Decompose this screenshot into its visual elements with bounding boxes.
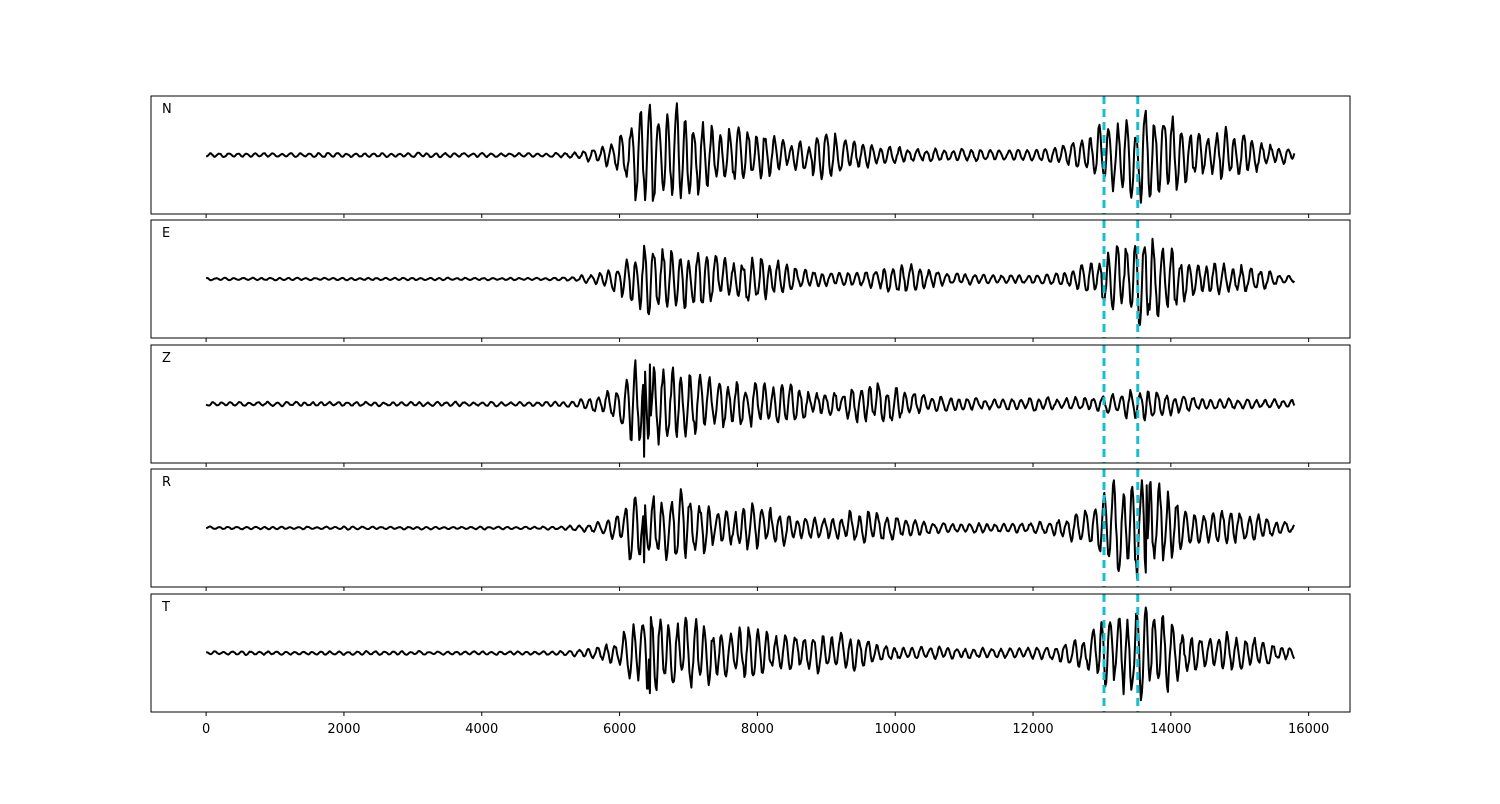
trace-r bbox=[205, 479, 1296, 580]
x-tick-label: 14000 bbox=[1150, 722, 1191, 737]
x-tick-label: 2000 bbox=[327, 722, 360, 737]
x-tick-label: 16000 bbox=[1288, 722, 1329, 737]
channel-label: Z bbox=[162, 351, 171, 366]
x-tick-label: 10000 bbox=[875, 722, 916, 737]
panel-frame bbox=[150, 344, 1351, 464]
trace-n bbox=[206, 102, 1296, 204]
x-tick-label: 12000 bbox=[1012, 722, 1053, 737]
x-tick-label: 4000 bbox=[465, 722, 498, 737]
x-tick-label: 0 bbox=[202, 722, 210, 737]
channel-label: R bbox=[162, 475, 171, 490]
trace-e bbox=[205, 237, 1296, 327]
panel-frame bbox=[150, 95, 1351, 215]
trace-t bbox=[205, 606, 1296, 702]
panel-frame bbox=[150, 593, 1351, 713]
panel-frame bbox=[150, 219, 1351, 339]
x-tick-label: 6000 bbox=[603, 722, 636, 737]
panel-frame bbox=[150, 468, 1351, 588]
trace-z bbox=[205, 359, 1296, 458]
x-tick-label: 8000 bbox=[741, 722, 774, 737]
channel-label: E bbox=[162, 226, 170, 241]
channel-label: T bbox=[161, 600, 170, 615]
channel-label: N bbox=[162, 102, 172, 117]
